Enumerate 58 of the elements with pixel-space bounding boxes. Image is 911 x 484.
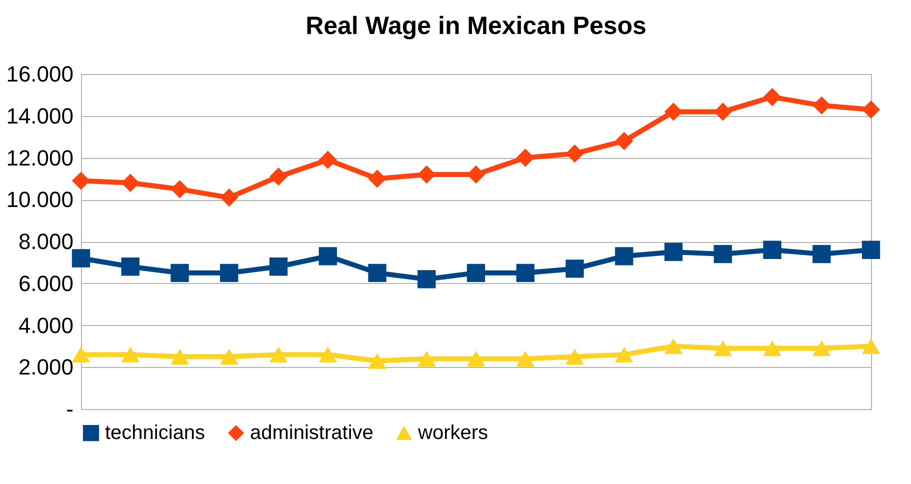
y-tick-label: 16.000 — [6, 62, 74, 86]
point — [862, 100, 880, 119]
y-tick-label: 4.000 — [18, 312, 74, 338]
point — [862, 338, 880, 354]
point — [418, 270, 436, 288]
legend-label: administrative — [250, 422, 374, 444]
y-tick-label: - — [66, 396, 74, 422]
point — [269, 168, 288, 186]
point — [714, 244, 732, 264]
point — [812, 244, 831, 264]
point — [516, 350, 534, 367]
point — [368, 170, 386, 188]
point — [615, 132, 634, 150]
legend-label: technicians — [105, 422, 206, 444]
point — [318, 150, 337, 169]
y-tick-label: 6.000 — [18, 270, 74, 296]
point — [466, 264, 486, 282]
point — [615, 247, 634, 266]
point — [220, 188, 238, 207]
point — [121, 346, 140, 362]
point — [664, 338, 683, 354]
point — [812, 340, 831, 356]
point — [170, 180, 189, 198]
point — [566, 144, 584, 163]
point — [516, 264, 534, 282]
y-tick-label: 8.000 — [18, 229, 74, 254]
point — [714, 340, 732, 356]
point — [72, 346, 90, 362]
point — [72, 249, 90, 268]
point — [664, 242, 683, 262]
legend-label: workers — [417, 422, 488, 444]
point — [812, 96, 831, 114]
point — [763, 240, 782, 259]
point — [763, 88, 782, 106]
point — [318, 346, 337, 362]
point — [418, 350, 436, 367]
point — [269, 346, 288, 362]
point — [763, 340, 782, 356]
y-tick-label: 14.000 — [6, 103, 74, 128]
point — [368, 352, 386, 369]
point — [466, 350, 486, 367]
point — [170, 348, 189, 365]
point — [269, 258, 288, 276]
point — [368, 264, 386, 282]
point — [566, 260, 584, 278]
point — [318, 247, 337, 266]
point — [615, 346, 634, 362]
chart-title: Real Wage in Mexican Pesos — [306, 12, 646, 40]
point — [516, 148, 534, 167]
y-tick-label: 2.000 — [18, 354, 74, 380]
point — [862, 240, 880, 259]
point — [170, 264, 189, 282]
y-tick-label: 12.000 — [6, 145, 74, 170]
y-tick-label: 10.000 — [6, 187, 74, 212]
point — [566, 348, 584, 365]
point — [220, 348, 238, 365]
point — [220, 264, 238, 282]
point — [121, 258, 140, 276]
